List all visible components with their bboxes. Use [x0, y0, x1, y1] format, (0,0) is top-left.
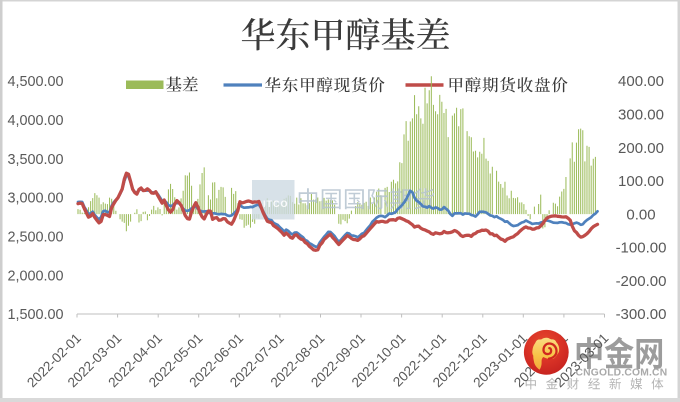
svg-text:2,500.00: 2,500.00 — [7, 229, 63, 245]
svg-text:200.00: 200.00 — [618, 140, 664, 157]
svg-text:-300.00: -300.00 — [616, 306, 667, 323]
svg-text:1,500.00: 1,500.00 — [7, 307, 63, 323]
svg-text:100.00: 100.00 — [618, 173, 664, 190]
svg-text:4,500.00: 4,500.00 — [7, 74, 63, 90]
svg-text:CNGOLD.COM.CN: CNGOLD.COM.CN — [576, 367, 668, 378]
svg-text:0.00: 0.00 — [626, 206, 655, 223]
svg-text:400.00: 400.00 — [618, 73, 664, 90]
svg-text:3,500.00: 3,500.00 — [7, 152, 63, 168]
svg-text:-100.00: -100.00 — [616, 240, 667, 257]
svg-text:CITCO: CITCO — [256, 199, 289, 209]
svg-text:300.00: 300.00 — [618, 107, 664, 124]
svg-text:-200.00: -200.00 — [616, 273, 667, 290]
svg-text:3,000.00: 3,000.00 — [7, 191, 63, 207]
svg-text:2,000.00: 2,000.00 — [7, 268, 63, 284]
svg-text:4,000.00: 4,000.00 — [7, 113, 63, 129]
